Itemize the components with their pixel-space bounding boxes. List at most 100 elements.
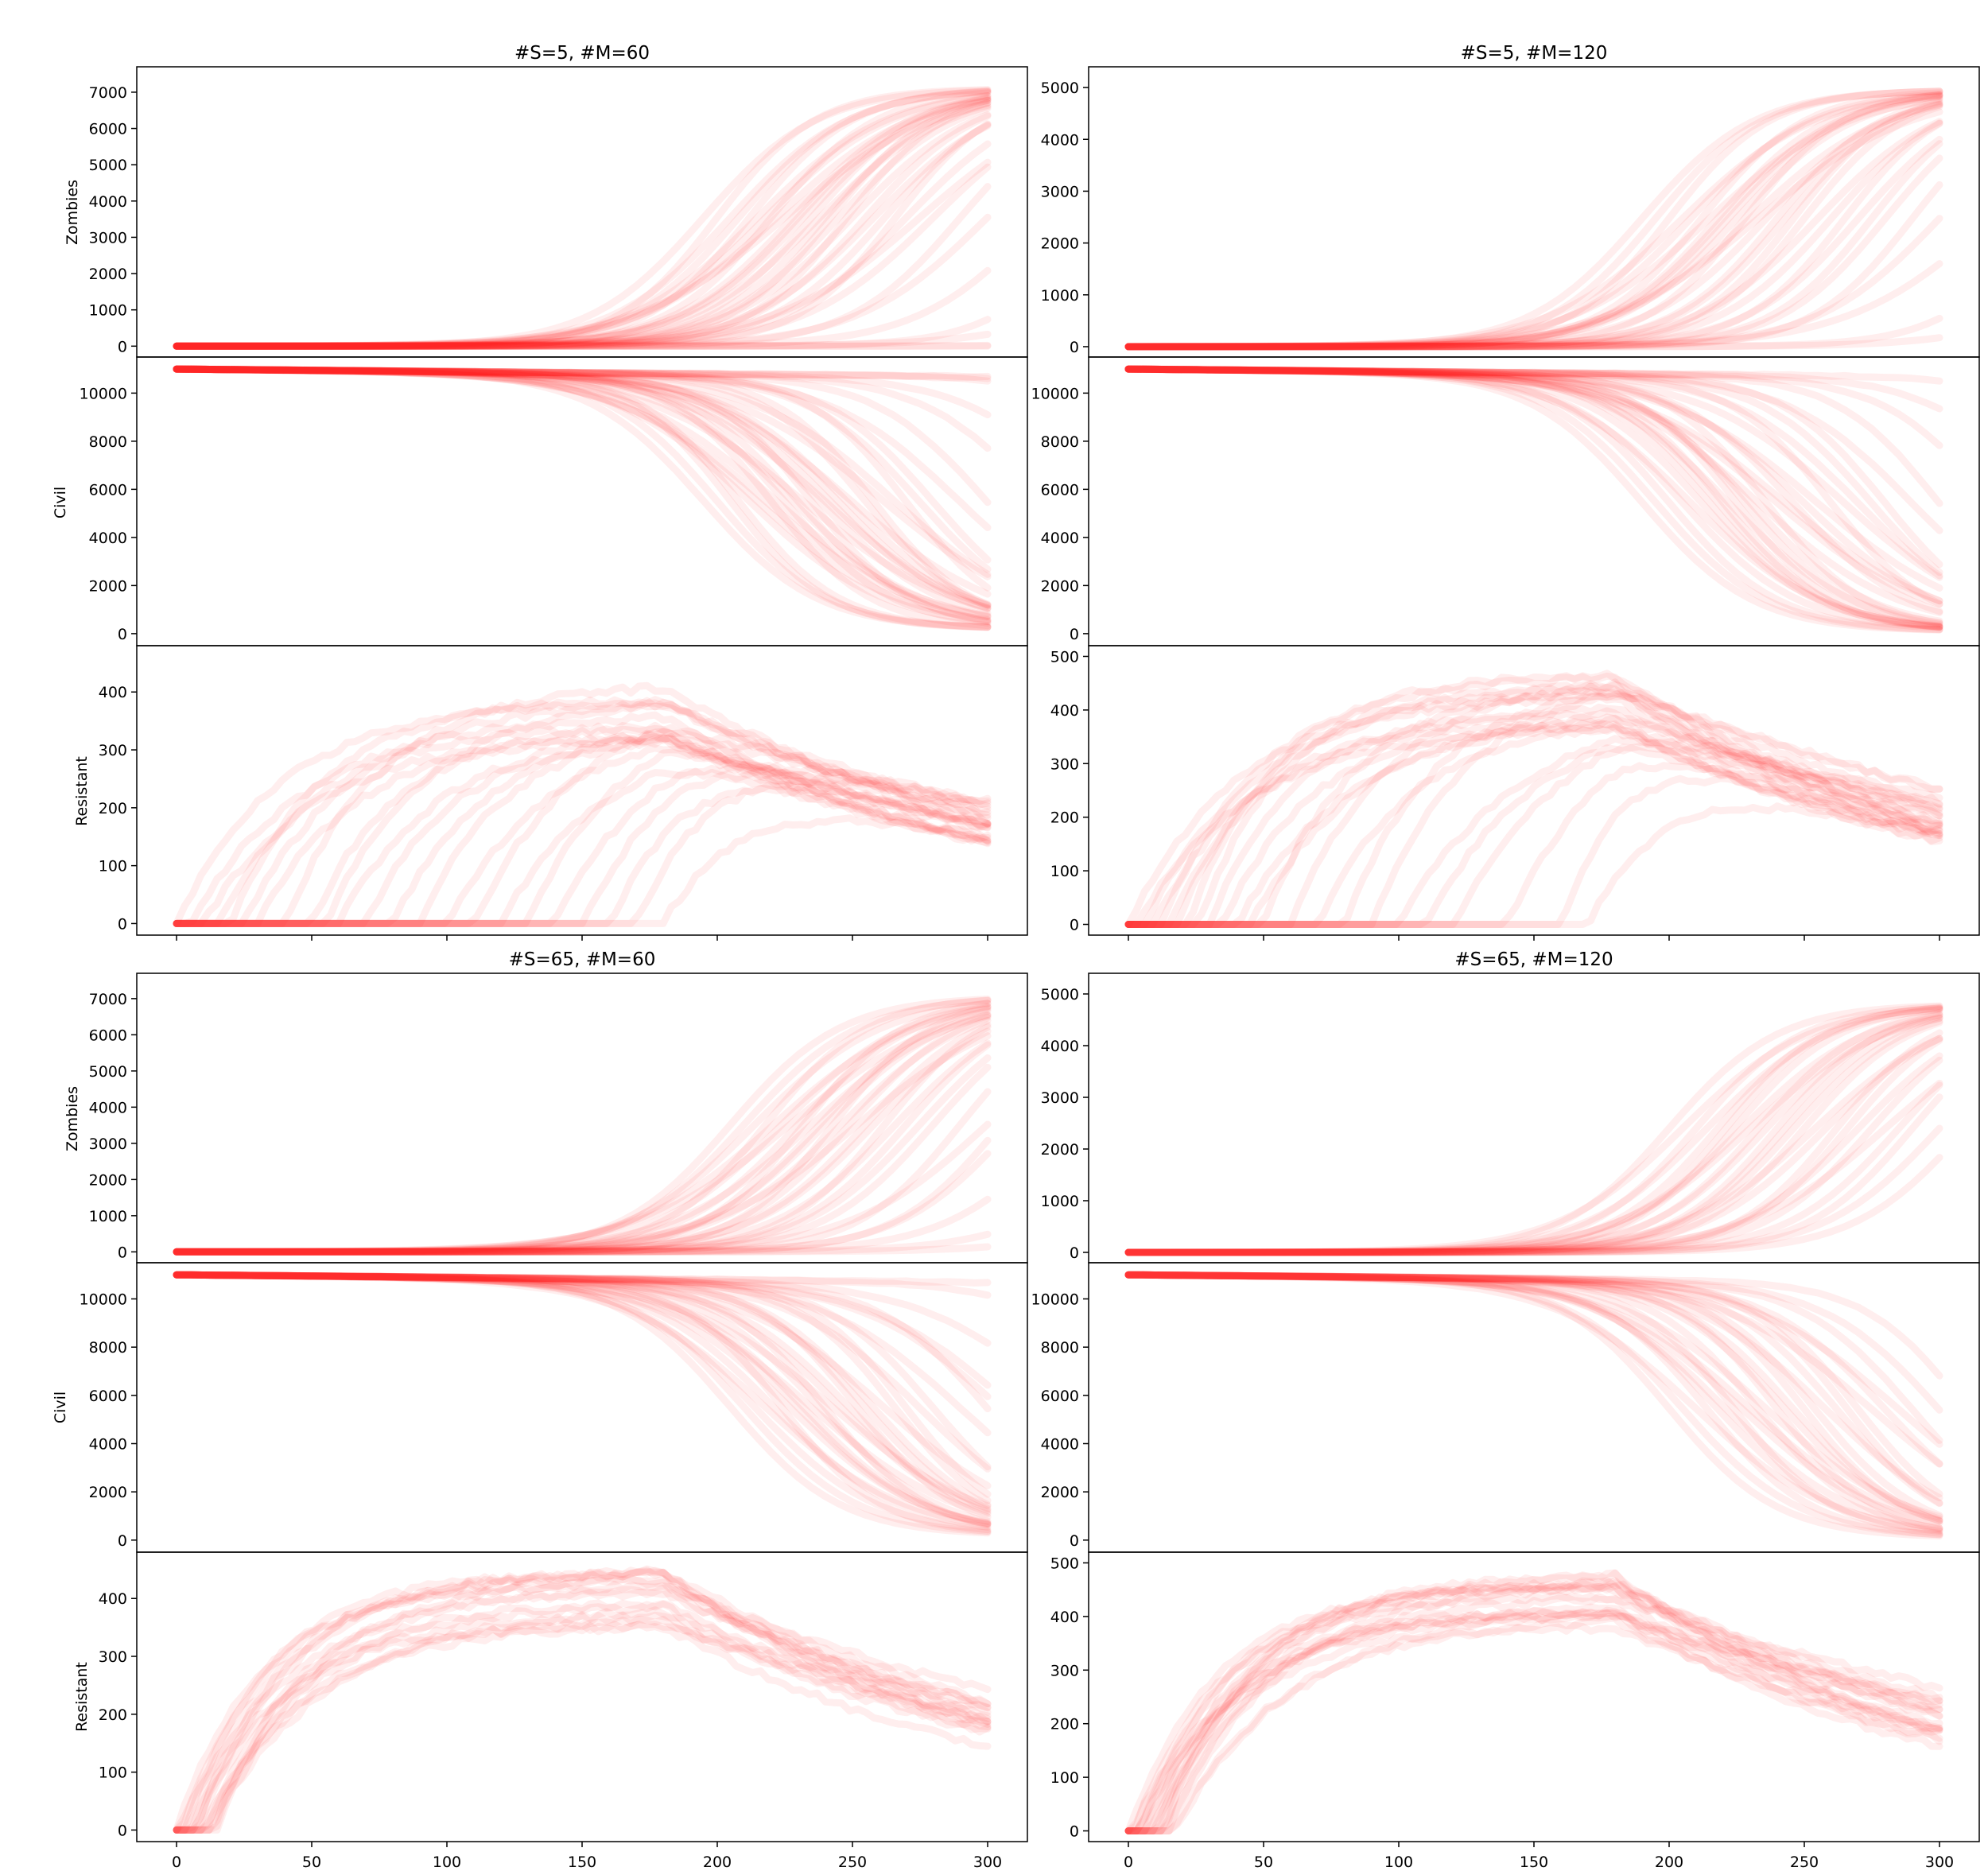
series-line-18 (1124, 99, 1943, 351)
series-line-11 (1124, 1271, 1943, 1520)
series-line-3 (173, 88, 992, 350)
y-tick-label: 100 (99, 1764, 127, 1782)
y-axis-label: Zombies (64, 1086, 81, 1151)
series-line-23 (173, 121, 992, 350)
y-tick-label: 0 (118, 915, 127, 933)
series-line-15 (173, 1585, 992, 1834)
series-lines (173, 1565, 992, 1834)
series-line-22 (173, 122, 992, 350)
y-tick-label: 400 (99, 1590, 127, 1608)
series-line-13 (173, 1606, 992, 1834)
series-line-2 (1124, 1004, 1943, 1256)
series-line-16 (173, 365, 992, 609)
series-lines (1124, 365, 1943, 634)
series-line-26 (173, 1271, 992, 1400)
x-tick-label: 50 (302, 1854, 321, 1871)
series-line-3 (173, 1000, 992, 1256)
series-line-15 (1124, 365, 1943, 627)
series-line-5 (173, 1566, 992, 1834)
series-line-22 (173, 365, 992, 609)
series-line-24 (173, 120, 992, 350)
series-line-5 (1124, 1004, 1943, 1256)
series-line-23 (1124, 1271, 1943, 1448)
series-line-12 (1124, 365, 1943, 628)
series-line-6 (173, 701, 992, 927)
series-line-2 (1124, 724, 1943, 928)
series-line-9 (1124, 682, 1943, 928)
series-line-7 (173, 1600, 992, 1834)
series-line-17 (173, 767, 992, 927)
series-line-19 (173, 365, 992, 608)
series-line-6 (1124, 1004, 1943, 1256)
series-line-32 (173, 365, 992, 385)
y-tick-label: 4000 (1041, 1436, 1079, 1454)
y-tick-label: 0 (118, 338, 127, 355)
series-line-26 (1124, 181, 1943, 351)
series-line-19 (173, 760, 992, 927)
y-tick-label: 8000 (1041, 433, 1079, 451)
series-line-7 (1124, 1005, 1943, 1256)
series-line-4 (1124, 91, 1943, 351)
y-tick-label: 2000 (89, 577, 127, 595)
series-line-17 (173, 365, 992, 613)
chart-s5-m60: #S=5, #M=60 Zombies 01000200030004000500… (52, 43, 1028, 941)
y-tick-label: 2000 (1041, 1141, 1079, 1159)
y-tick-label: 300 (99, 1648, 127, 1666)
series-lines (173, 681, 992, 927)
series-line-11 (1124, 720, 1943, 928)
series-line-27 (1124, 215, 1943, 351)
series-line-3 (1124, 1271, 1943, 1534)
series-line-14 (1124, 686, 1943, 928)
y-tick-label: 5000 (89, 157, 127, 174)
series-line-1 (173, 1271, 992, 1537)
y-tick-label: 2000 (89, 1171, 127, 1189)
series-line-23 (173, 1063, 992, 1256)
x-tick-label: 0 (172, 1854, 181, 1871)
series-line-10 (1124, 1009, 1943, 1256)
series-line-24 (173, 1088, 992, 1256)
series-line-3 (173, 1576, 992, 1834)
y-tick-label: 0 (118, 1244, 127, 1261)
series-line-17 (1124, 1035, 1943, 1256)
series-line-28 (173, 1195, 992, 1256)
y-axis-ticks: 0 2000 4000 6000 8000 10000 (1031, 385, 1089, 643)
series-line-3 (173, 365, 992, 631)
series-line-2 (173, 365, 992, 631)
series-line-18 (173, 1271, 992, 1508)
y-tick-label: 6000 (89, 1027, 127, 1044)
series-line-2 (173, 996, 992, 1256)
series-line-25 (173, 1120, 992, 1256)
chart-title: #S=5, #M=60 (514, 43, 650, 64)
y-tick-label: 7000 (89, 84, 127, 102)
y-tick-label: 1000 (89, 302, 127, 320)
y-tick-label: 1000 (1041, 287, 1079, 305)
series-line-24 (173, 1271, 992, 1437)
x-axis-ticks (1128, 935, 1940, 941)
y-axis-ticks: 0 2000 4000 6000 8000 10000 (80, 385, 137, 643)
chart-title: #S=65, #M=120 (1454, 949, 1613, 970)
series-line-6 (1124, 719, 1943, 928)
series-line-9 (173, 1567, 992, 1834)
series-line-9 (173, 724, 992, 927)
y-tick-label: 0 (1070, 1532, 1079, 1550)
series-line-6 (1124, 89, 1943, 351)
series-line-29 (1124, 314, 1943, 351)
series-line-17 (1124, 365, 1943, 605)
series-line-23 (1124, 365, 1943, 580)
series-line-1 (1124, 87, 1943, 351)
series-line-24 (1124, 140, 1943, 351)
series-lines (1124, 1271, 1943, 1540)
series-line-13 (173, 365, 992, 611)
series-line-16 (173, 1032, 992, 1256)
y-tick-label: 4000 (1041, 1038, 1079, 1055)
y-tick-label: 5000 (1041, 986, 1079, 1003)
x-tick-label: 200 (703, 1854, 732, 1871)
series-line-13 (1124, 1271, 1943, 1524)
series-line-1 (1124, 687, 1943, 928)
series-line-5 (173, 696, 992, 927)
series-line-13 (173, 1003, 992, 1256)
y-tick-label: 200 (99, 1706, 127, 1724)
series-line-25 (1124, 154, 1943, 351)
series-line-18 (1124, 689, 1943, 928)
series-lines (1124, 87, 1943, 351)
